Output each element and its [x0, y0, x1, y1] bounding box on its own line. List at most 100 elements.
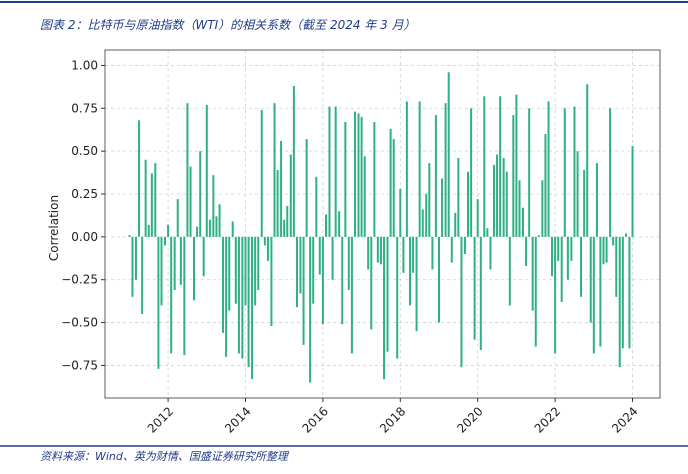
bar — [292, 86, 295, 237]
bar — [338, 211, 341, 237]
bar — [557, 236, 560, 261]
bar — [205, 104, 208, 237]
bar — [208, 219, 211, 237]
bar — [257, 236, 260, 290]
bar — [563, 108, 566, 237]
bar — [525, 236, 528, 266]
bar — [534, 236, 537, 347]
bar — [460, 236, 463, 368]
bar — [202, 236, 205, 277]
bar — [170, 236, 173, 354]
bar — [444, 103, 447, 237]
bar — [144, 159, 147, 237]
bar — [454, 212, 457, 237]
bar — [228, 236, 231, 311]
bar — [470, 108, 473, 237]
bar — [183, 236, 186, 356]
y-tick-label: 0.00 — [71, 230, 98, 244]
x-tick-label: 2022 — [532, 404, 563, 435]
bar — [405, 101, 408, 237]
bar — [602, 236, 605, 265]
x-tick-label: 2018 — [377, 404, 408, 435]
bar — [276, 170, 279, 237]
bar — [450, 236, 453, 263]
bar — [537, 235, 540, 237]
bar — [386, 236, 389, 352]
bar — [324, 214, 327, 237]
bar — [418, 101, 421, 237]
bar — [280, 140, 283, 237]
bar — [599, 236, 602, 347]
bar — [218, 204, 221, 237]
bar — [554, 236, 557, 354]
bar — [463, 236, 466, 254]
bar — [544, 134, 547, 237]
bar — [302, 236, 305, 345]
bar — [273, 103, 276, 237]
bar — [295, 236, 298, 308]
bar — [531, 236, 534, 311]
bar — [350, 236, 353, 354]
bar — [289, 154, 292, 237]
bar — [566, 236, 569, 280]
bar — [344, 122, 347, 237]
bar — [263, 236, 266, 246]
bar — [486, 228, 489, 237]
bar — [412, 236, 415, 273]
x-tick-label: 2020 — [454, 404, 485, 435]
y-tick-label: 0.25 — [71, 187, 98, 201]
bar — [580, 236, 583, 297]
bar — [347, 236, 350, 290]
bar — [309, 236, 312, 383]
y-tick-label: 0.75 — [71, 101, 98, 115]
source: 资料来源：Wind、英为财情、国盛证券研究所整理 — [40, 450, 290, 463]
plot-frame — [104, 49, 661, 399]
bar — [215, 216, 218, 237]
bar — [518, 180, 521, 237]
x-tick-label: 2016 — [300, 404, 331, 435]
bar — [354, 111, 357, 237]
bar — [341, 236, 344, 325]
bar — [360, 116, 363, 237]
bar — [196, 226, 199, 237]
y-tick-label: −0.25 — [61, 273, 98, 287]
bar — [186, 103, 189, 237]
bar — [621, 236, 624, 349]
bar — [305, 139, 308, 237]
bar — [150, 173, 153, 237]
bar — [283, 219, 286, 237]
y-axis-label: Correlation — [47, 195, 61, 261]
x-tick-label: 2014 — [222, 404, 253, 435]
bar — [260, 110, 263, 237]
bar — [321, 236, 324, 325]
x-tick-label: 2012 — [145, 404, 176, 435]
bar — [447, 72, 450, 237]
bar — [605, 236, 608, 263]
bar — [628, 236, 631, 349]
bar — [631, 146, 634, 237]
bar — [483, 96, 486, 237]
bar — [225, 236, 228, 357]
bar — [624, 233, 627, 237]
bar — [234, 236, 237, 304]
bar — [173, 236, 176, 290]
bar — [179, 236, 182, 285]
bar — [408, 236, 411, 306]
bar — [421, 209, 424, 237]
bar — [212, 175, 215, 237]
bar — [496, 154, 499, 237]
bar — [402, 236, 405, 273]
bar — [595, 163, 598, 237]
bar — [334, 106, 337, 237]
bar — [612, 236, 615, 246]
bar — [147, 224, 150, 237]
bar — [163, 236, 166, 246]
bar — [431, 236, 434, 270]
bar — [551, 236, 554, 277]
bar — [457, 158, 460, 237]
bar — [476, 199, 479, 237]
bar — [399, 188, 402, 237]
bar — [328, 106, 331, 237]
bar — [189, 166, 192, 237]
